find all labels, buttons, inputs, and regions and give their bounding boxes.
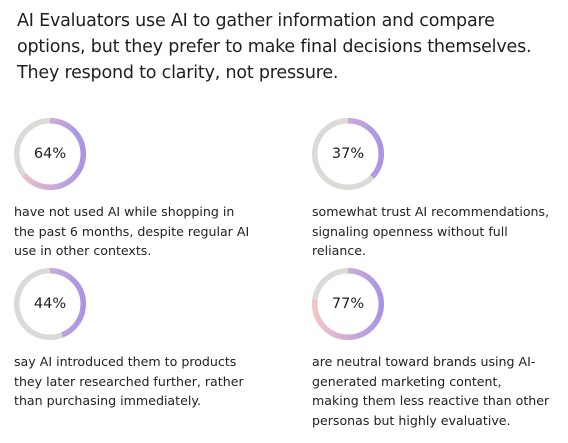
stat-2-line-3: reliance. [312,243,367,258]
progress-ring-3 [14,268,86,340]
stat-3-line-1: say AI introduced them to products [14,354,237,369]
ring-progress-arc-2 [312,118,384,190]
stat-value-2: 37% [331,146,365,162]
stat-description-1: have not used AI while shopping in the p… [14,202,274,261]
stat-2-line-2: signaling openness without full [312,223,508,239]
headline-line-2: options, but they prefer to make final d… [17,37,532,57]
progress-ring-4 [312,268,384,340]
progress-ring-2 [312,118,384,190]
ring-progress-arc-3 [14,268,86,340]
stat-4-line-2: generated marketing content, [312,373,502,389]
ring-progress-arc-1 [14,118,86,190]
headline-line-3: They respond to clarity, not pressure. [17,63,339,83]
stat-1-line-2: the past 6 months, despite regular AI [14,223,250,239]
ring-svg-2 [312,118,384,190]
stat-value-3: 44% [33,296,67,312]
stat-2-line-1: somewhat trust AI recommendations, [312,204,550,219]
stat-3-line-2: they later researched further, rather [14,373,244,389]
stat-1-line-1: have not used AI while shopping in [14,204,235,219]
ring-svg-4 [312,268,384,340]
stat-value-1: 64% [33,146,67,162]
stat-description-3: say AI introduced them to products they … [14,352,274,411]
stat-3-line-3: than purchasing immediately. [14,393,201,408]
ring-svg-3 [14,268,86,340]
ring-svg-1 [14,118,86,190]
progress-ring-1 [14,118,86,190]
ring-progress-arc-4 [312,268,384,340]
stat-1-line-3: use in other contexts. [14,243,152,258]
headline-line-1: AI Evaluators use AI to gather informati… [17,11,495,31]
stat-value-4: 77% [331,296,365,312]
headline: AI Evaluators use AI to gather informati… [17,8,557,86]
stat-4-line-1: are neutral toward brands using AI- [312,354,536,369]
stat-4-line-3: making them less reactive than other [312,393,550,408]
stat-4-line-4: personas but highly evaluative. [312,412,511,428]
stat-description-4: are neutral toward brands using AI- gene… [312,352,568,430]
stat-description-2: somewhat trust AI recommendations, signa… [312,202,568,261]
